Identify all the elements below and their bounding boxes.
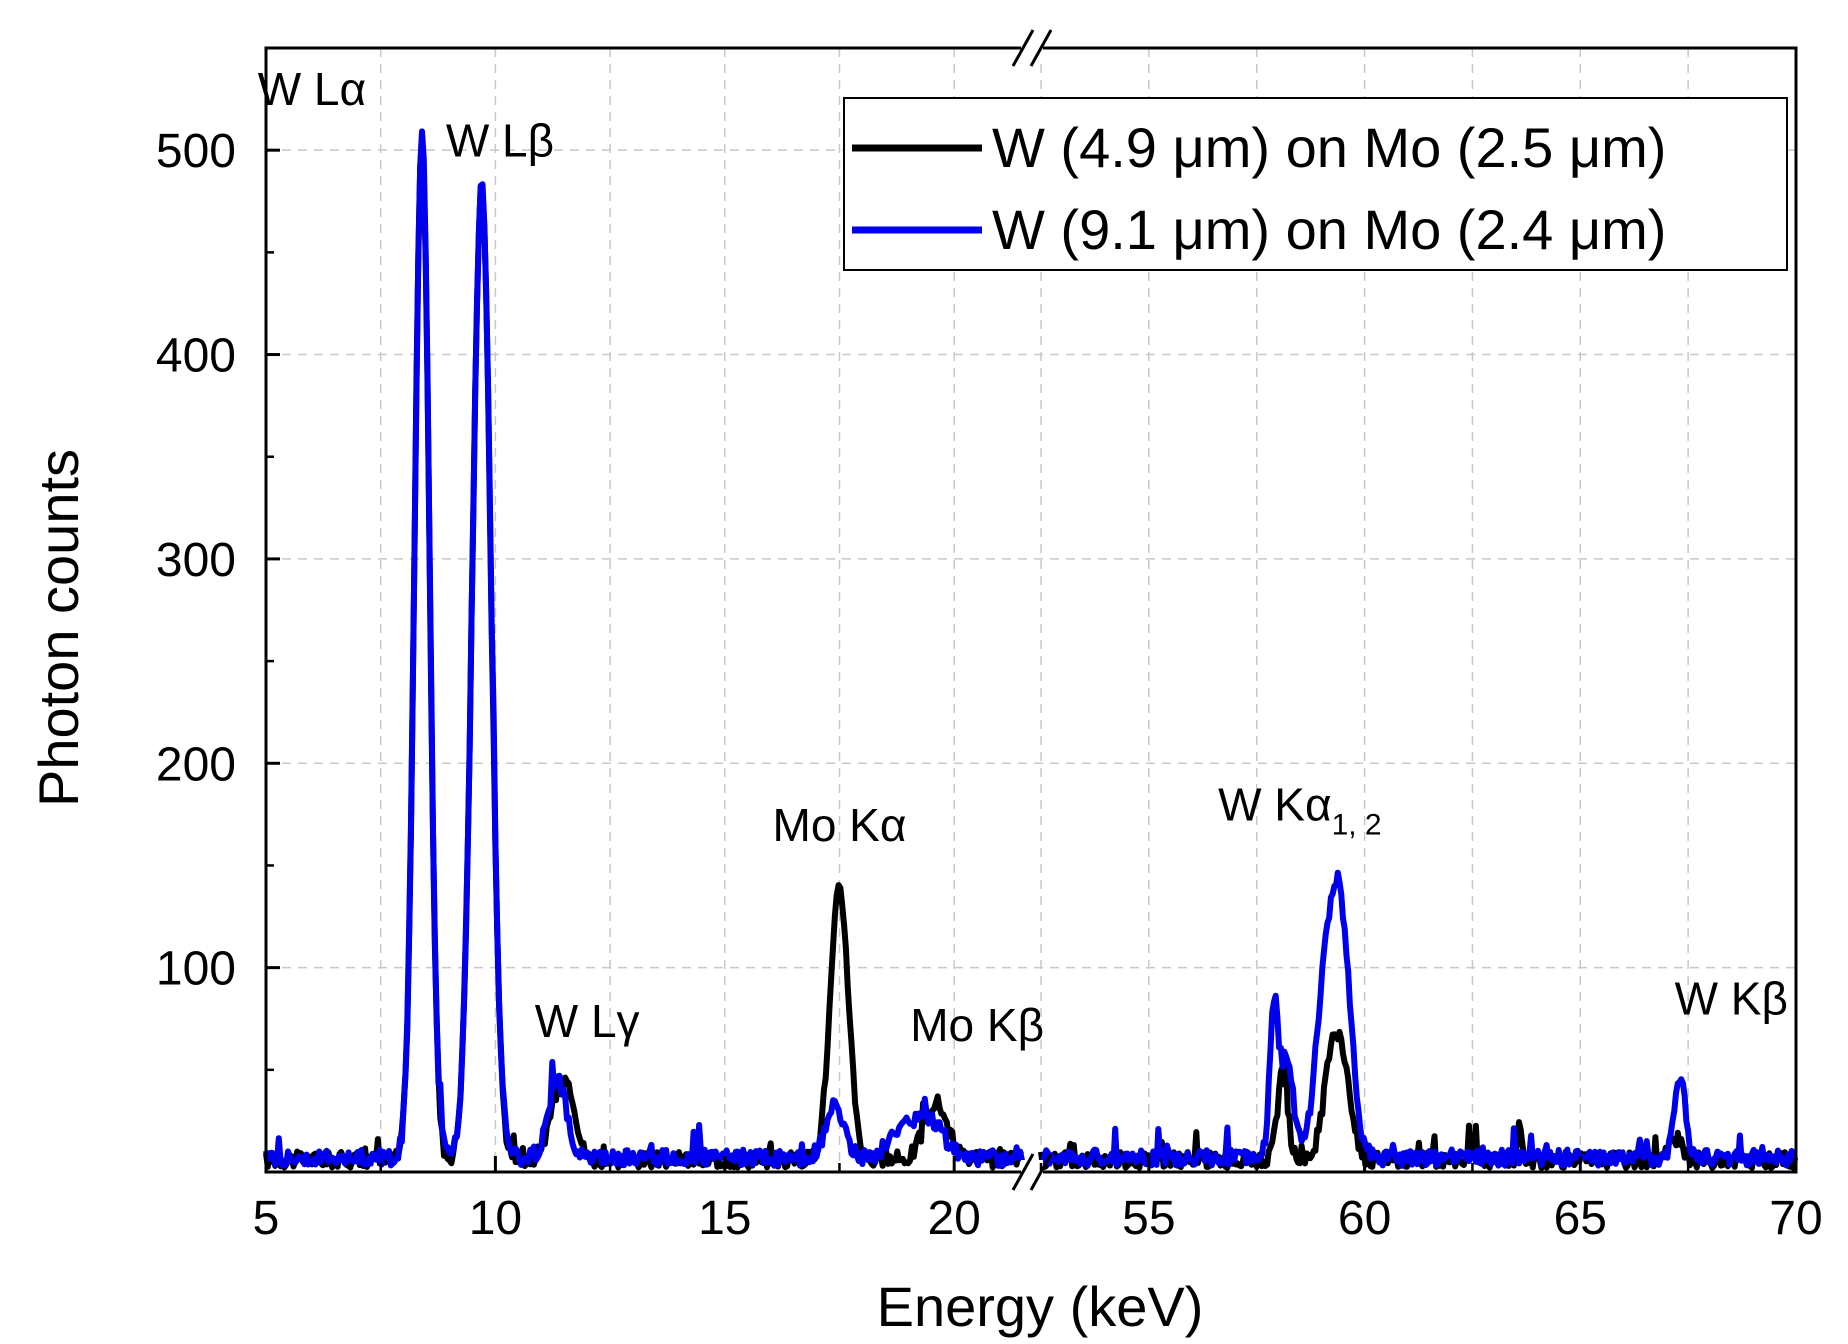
peak-label: W Lγ [535, 995, 640, 1047]
peak-label-subscript: 1, 2 [1332, 808, 1382, 841]
legend-label-series-2: W (9.1 μm) on Mo (2.4 μm) [992, 198, 1666, 261]
y-tick-label: 200 [156, 738, 236, 791]
peak-label: W Kα1, 2 [1218, 778, 1382, 841]
x-tick-label: 10 [469, 1192, 522, 1245]
peak-annotations: W Lα W Lβ W Lγ Mo Kα Mo Kβ W Kα1, 2 W Kβ [258, 63, 1788, 1051]
x-tick-label: 60 [1338, 1192, 1391, 1245]
series-2-line-segment-2 [1039, 869, 1798, 1169]
series-1-line-segment-1 [263, 132, 1025, 1171]
axis-break-mark [1011, 29, 1053, 1191]
legend: W (4.9 μm) on Mo (2.5 μm) W (9.1 μm) on … [843, 97, 1788, 271]
peak-label: W Kβ [1675, 973, 1788, 1025]
y-tick-label: 300 [156, 534, 236, 587]
y-tick-label: 100 [156, 943, 236, 996]
x-tick-label: 65 [1554, 1192, 1607, 1245]
tick-layer: 100 200 300 400 500 5 10 15 20 55 60 65 70 [156, 125, 1823, 1245]
y-axis-title: Photon counts [27, 449, 90, 807]
legend-box [843, 97, 1788, 271]
axis-break-slash [1029, 29, 1053, 67]
x-tick-label: 15 [698, 1192, 751, 1245]
x-tick-label: 70 [1769, 1192, 1822, 1245]
x-tick-label: 20 [927, 1192, 980, 1245]
x-tick-label: 55 [1122, 1192, 1175, 1245]
axis-break-slash [1011, 29, 1035, 67]
peak-label: W Lα [258, 63, 366, 115]
axis-break-slash [1011, 1153, 1035, 1191]
y-tick-label: 400 [156, 330, 236, 383]
peak-label: Mo Kα [773, 799, 907, 851]
peak-label: W Lβ [446, 114, 554, 166]
series-2-line-segment-1 [263, 128, 1026, 1169]
peak-label: Mo Kβ [910, 999, 1044, 1051]
legend-label-series-1: W (4.9 μm) on Mo (2.5 μm) [992, 116, 1666, 179]
series-layer [263, 128, 1799, 1171]
grid [266, 48, 1796, 1172]
y-tick-label: 500 [156, 125, 236, 178]
x-axis-title: Energy (keV) [877, 1275, 1204, 1338]
x-tick-label: 5 [253, 1192, 280, 1245]
